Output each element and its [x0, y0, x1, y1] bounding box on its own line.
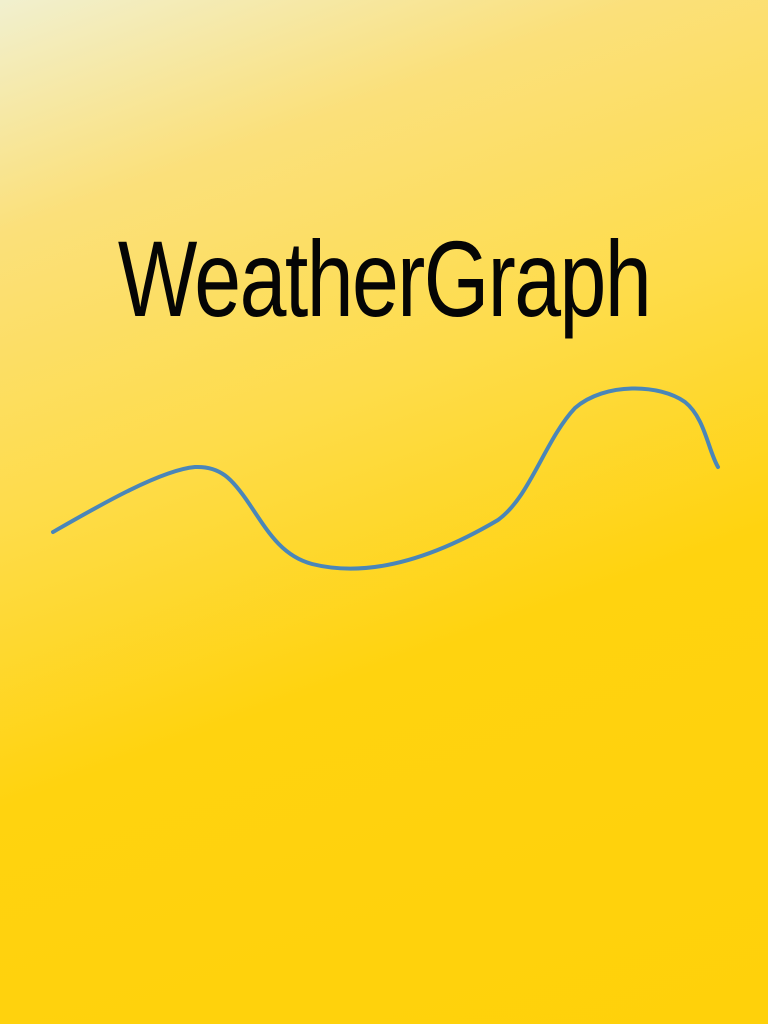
- app-title: WeatherGraph: [117, 218, 652, 339]
- wave-line: [51, 386, 720, 571]
